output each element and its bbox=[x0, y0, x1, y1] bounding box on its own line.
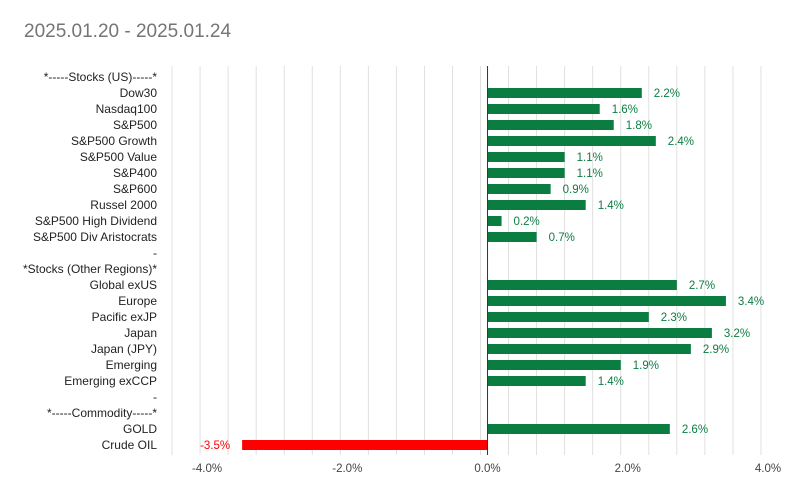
value-label: 1.6% bbox=[612, 104, 638, 116]
x-tick-labels: -4.0% -2.0% 0.0% 2.0% 4.0% bbox=[192, 463, 781, 475]
bar bbox=[487, 152, 565, 162]
value-label: 0.9% bbox=[563, 184, 589, 196]
x-tick-label: 4.0% bbox=[755, 463, 781, 475]
value-label: 0.2% bbox=[514, 216, 540, 228]
bar bbox=[487, 168, 565, 178]
category-label: Pacific exJP bbox=[92, 310, 157, 324]
category-label: S&P600 bbox=[113, 182, 157, 196]
category-label: S&P500 Growth bbox=[71, 134, 157, 148]
category-label: S&P500 Div Aristocrats bbox=[33, 230, 157, 244]
category-label: S&P500 bbox=[113, 118, 157, 132]
category-label: Japan bbox=[124, 326, 157, 340]
bar bbox=[487, 120, 614, 130]
category-labels: *-----Stocks (US)-----* Dow30 Nasdaq100 S&P… bbox=[23, 70, 157, 452]
value-label: 2.3% bbox=[661, 312, 687, 324]
bar bbox=[487, 88, 642, 98]
category-label: Europe bbox=[118, 294, 157, 308]
x-tick-label: 2.0% bbox=[615, 463, 641, 475]
bar bbox=[487, 200, 586, 210]
x-tick-label: -4.0% bbox=[192, 463, 222, 475]
bar bbox=[487, 136, 656, 146]
category-label: *-----Stocks (US)-----* bbox=[44, 70, 158, 84]
x-tick-label: 0.0% bbox=[474, 463, 500, 475]
value-label: 1.9% bbox=[633, 360, 659, 372]
bar bbox=[487, 280, 677, 290]
bar bbox=[487, 232, 537, 242]
value-label: 1.4% bbox=[598, 376, 624, 388]
category-label: - bbox=[153, 246, 157, 260]
value-label: 2.7% bbox=[689, 280, 715, 292]
value-label: 3.2% bbox=[724, 328, 750, 340]
bar bbox=[487, 104, 600, 114]
category-label: *Stocks (Other Regions)* bbox=[23, 262, 157, 276]
bars bbox=[242, 88, 726, 450]
category-label: Russel 2000 bbox=[90, 198, 157, 212]
value-label: 2.4% bbox=[668, 136, 694, 148]
category-label: Global exUS bbox=[90, 278, 157, 292]
x-tick-label: -2.0% bbox=[332, 463, 362, 475]
value-label: -3.5% bbox=[200, 440, 230, 452]
grid-lines bbox=[171, 66, 762, 455]
value-label: 1.8% bbox=[626, 120, 652, 132]
category-label: S&P400 bbox=[113, 166, 157, 180]
category-label: - bbox=[153, 390, 157, 404]
chart-title: 2025.01.20 - 2025.01.24 bbox=[24, 21, 232, 42]
bar bbox=[487, 424, 670, 434]
value-label: 2.6% bbox=[682, 424, 708, 436]
value-label: 1.1% bbox=[577, 168, 603, 180]
value-label: 2.2% bbox=[654, 88, 680, 100]
category-label: S&P500 High Dividend bbox=[35, 214, 157, 228]
bar bbox=[487, 216, 502, 226]
category-label: Emerging exCCP bbox=[64, 374, 157, 388]
bar bbox=[487, 312, 649, 322]
value-label: 0.7% bbox=[549, 232, 575, 244]
value-label: 1.1% bbox=[577, 152, 603, 164]
category-label: Japan (JPY) bbox=[91, 342, 157, 356]
category-label: Emerging bbox=[106, 358, 157, 372]
value-label: 1.4% bbox=[598, 200, 624, 212]
bar bbox=[487, 296, 726, 306]
category-label: Nasdaq100 bbox=[96, 102, 158, 116]
value-label: 2.9% bbox=[703, 344, 729, 356]
category-label: Crude OIL bbox=[102, 438, 158, 452]
bar bbox=[487, 184, 551, 194]
bar bbox=[487, 360, 621, 370]
category-label: GOLD bbox=[123, 422, 157, 436]
category-label: Dow30 bbox=[120, 86, 158, 100]
bar bbox=[487, 376, 586, 386]
bar bbox=[487, 344, 691, 354]
category-label: *-----Commodity-----* bbox=[47, 406, 157, 420]
bar bbox=[487, 328, 712, 338]
bar bbox=[242, 440, 488, 450]
value-labels: 2.2% 1.6% 1.8% 2.4% 1.1% 1.1% 0.9% 1.4% 0.2% 0.7%… bbox=[200, 88, 764, 452]
category-label: S&P500 Value bbox=[80, 150, 157, 164]
value-label: 3.4% bbox=[738, 296, 764, 308]
